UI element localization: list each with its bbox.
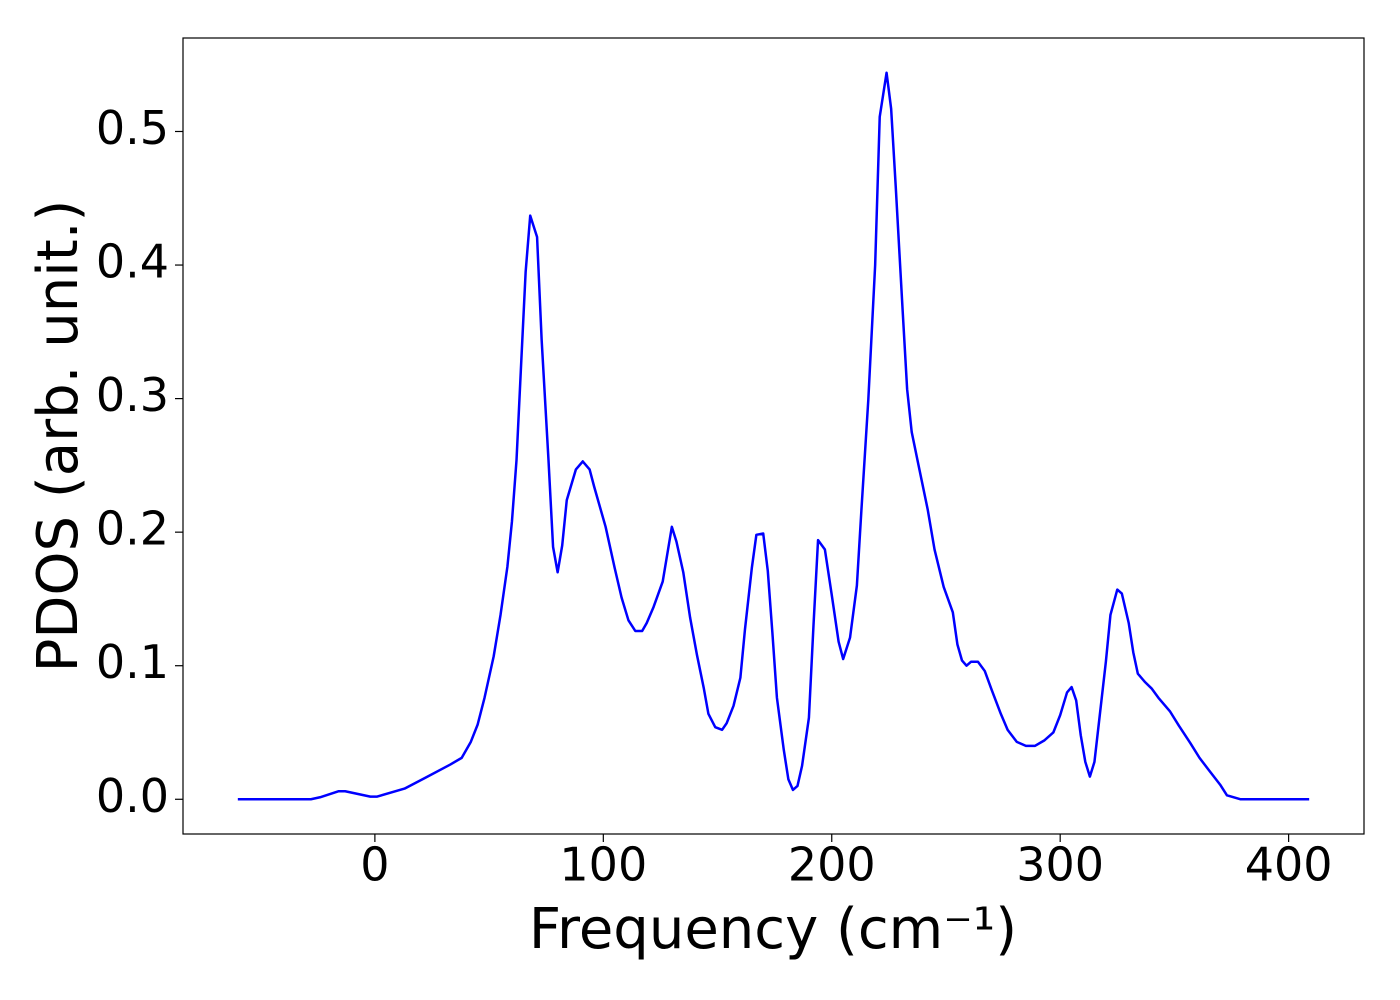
- y-tick-label: 0.1: [96, 635, 169, 689]
- plot-frame: [182, 37, 1365, 835]
- x-axis-label: Frequency (cm⁻¹): [529, 897, 1017, 962]
- data-line: [237, 71, 1310, 801]
- y-tick-label: 0.4: [96, 235, 169, 289]
- y-tick-label: 0.0: [96, 769, 169, 823]
- x-tick-label: 0: [360, 838, 389, 892]
- x-tick-label: 100: [559, 838, 647, 892]
- y-tick-label: 0.5: [96, 101, 169, 155]
- y-axis-label: PDOS (arb. unit.): [26, 200, 91, 673]
- x-tick-label: 200: [788, 838, 876, 892]
- y-tick-label: 0.2: [96, 502, 169, 556]
- x-tick-label: 400: [1245, 838, 1333, 892]
- x-tick-label: 300: [1016, 838, 1104, 892]
- y-tick-label: 0.3: [96, 368, 169, 422]
